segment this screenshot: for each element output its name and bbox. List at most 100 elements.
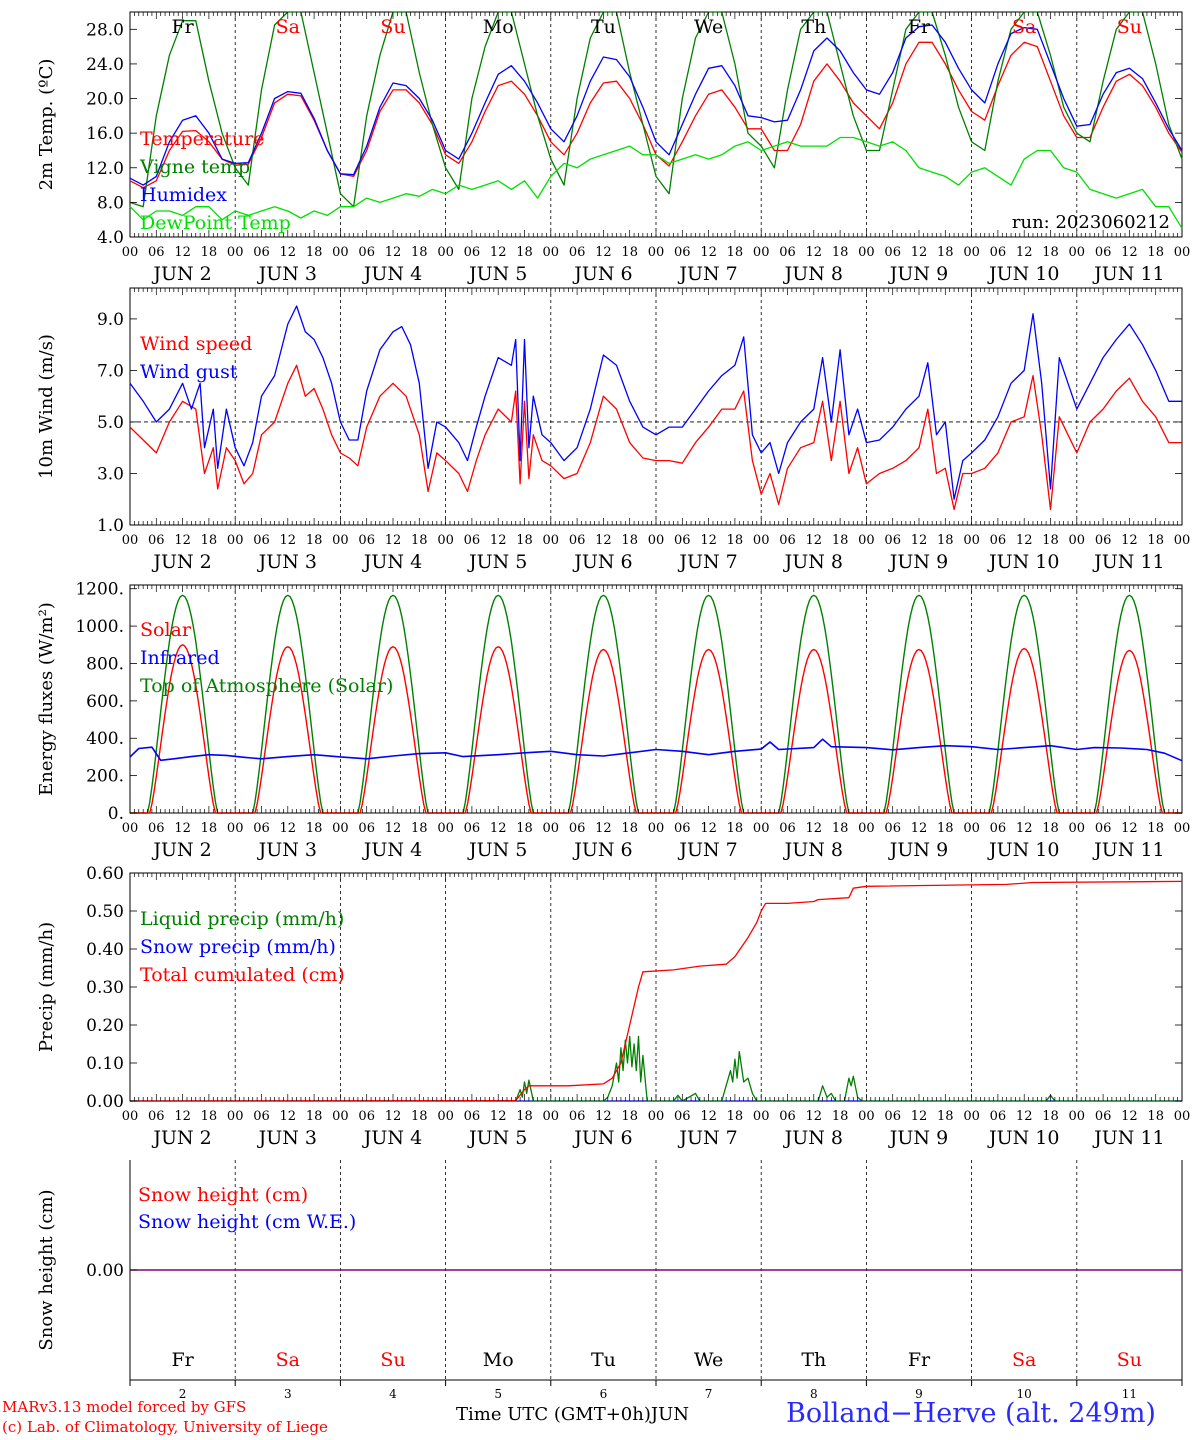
- hour-tick-label: 12: [700, 821, 717, 836]
- hour-tick-label: 06: [674, 821, 691, 836]
- hour-tick-label: 06: [779, 1109, 796, 1124]
- legend-entry: Wind speed: [140, 333, 252, 355]
- series-line-dewpoint-temp: [129, 136, 1183, 229]
- hour-tick-label: 06: [464, 533, 481, 548]
- date-label: JUN 10: [987, 839, 1059, 861]
- y-tick-label: 0.30: [86, 978, 124, 998]
- legend-entry: Infrared: [140, 647, 220, 669]
- y-axis-label: 10m Wind (m/s): [36, 334, 57, 479]
- run-label: run: 2023060212: [1012, 212, 1170, 233]
- hour-tick-label: 00: [543, 533, 560, 548]
- day-name: Tu: [591, 16, 616, 38]
- hour-tick-label: 00: [227, 821, 244, 836]
- hour-tick-label: 06: [884, 245, 901, 260]
- hour-tick-label: 18: [306, 821, 323, 836]
- hour-tick-label: 18: [727, 533, 744, 548]
- hour-tick-label: 06: [358, 533, 375, 548]
- hour-tick-label: 06: [148, 1109, 165, 1124]
- y-tick-label: 3.0: [97, 464, 124, 484]
- legend-entry: Top of Atmosphere (Solar): [140, 675, 393, 697]
- hour-tick-label: 06: [253, 821, 270, 836]
- hour-tick-label: 00: [1174, 821, 1191, 836]
- date-label: JUN 10: [987, 551, 1059, 573]
- legend-entry: Vigne temp: [139, 156, 250, 178]
- y-tick-label: 0.10: [86, 1054, 124, 1074]
- hour-tick-label: 06: [148, 821, 165, 836]
- y-tick-label: 600.: [86, 692, 124, 712]
- hour-tick-label: 00: [122, 1109, 139, 1124]
- hour-tick-label: 06: [1095, 821, 1112, 836]
- y-tick-label: 12.0: [86, 159, 124, 179]
- hour-tick-label: 06: [779, 533, 796, 548]
- hour-tick-label: 12: [806, 1109, 823, 1124]
- y-tick-label: 7.0: [97, 361, 124, 381]
- y-tick-label: 0.20: [86, 1016, 124, 1036]
- date-label: JUN 9: [888, 1127, 948, 1149]
- y-tick-label: 1.0: [97, 516, 124, 536]
- legend-entry: Temperature: [140, 128, 264, 150]
- hour-tick-label: 12: [806, 821, 823, 836]
- y-tick-label: 0.50: [86, 902, 124, 922]
- hour-tick-label: 18: [621, 1109, 638, 1124]
- date-label: JUN 6: [572, 263, 632, 285]
- hour-tick-label: 06: [148, 245, 165, 260]
- hour-tick-label: 06: [779, 245, 796, 260]
- hour-tick-label: 00: [227, 1109, 244, 1124]
- series-line-total-cumulated: [129, 880, 1183, 1102]
- y-axis-label: Precip (mm/h): [36, 922, 57, 1052]
- y-axis-label: 2m Temp. (ºC): [36, 59, 57, 191]
- hour-tick-label: 12: [1121, 533, 1138, 548]
- hour-tick-label: 12: [911, 821, 928, 836]
- legend-entry: Humidex: [140, 184, 227, 206]
- day-number: 3: [284, 1387, 292, 1401]
- hour-tick-label: 12: [490, 821, 507, 836]
- hour-tick-label: 06: [884, 821, 901, 836]
- day-name: Su: [380, 16, 405, 38]
- date-label: JUN 3: [257, 551, 317, 573]
- date-label: JUN 5: [467, 1127, 527, 1149]
- hour-tick-label: 18: [1042, 821, 1059, 836]
- hour-tick-label: 06: [884, 533, 901, 548]
- date-label: JUN 7: [677, 839, 737, 861]
- date-label: JUN 2: [151, 551, 211, 573]
- date-label: JUN 2: [151, 263, 211, 285]
- hour-tick-label: 06: [674, 533, 691, 548]
- day-number: 2: [179, 1387, 187, 1401]
- hour-tick-label: 12: [385, 245, 402, 260]
- hour-tick-label: 18: [937, 533, 954, 548]
- day-name: Mo: [483, 1349, 514, 1371]
- hour-tick-label: 06: [1095, 533, 1112, 548]
- y-axis-label: Energy fluxes (W/m²): [36, 602, 57, 796]
- hour-tick-label: 12: [1016, 245, 1033, 260]
- legend-entry: DewPoint Temp: [140, 212, 291, 234]
- hour-tick-label: 00: [858, 245, 875, 260]
- x-axis-label-text: Time UTC (GMT+0h): [456, 1404, 651, 1425]
- day-name: Fr: [171, 1349, 194, 1371]
- hour-tick-label: 06: [148, 533, 165, 548]
- series-line-liquid-precip: [130, 1035, 1182, 1102]
- date-label: JUN 4: [362, 1127, 422, 1149]
- hour-tick-label: 00: [753, 1109, 770, 1124]
- hour-tick-label: 12: [280, 533, 297, 548]
- y-tick-label: 24.0: [86, 55, 124, 75]
- y-tick-label: 0.00: [86, 1261, 124, 1281]
- hour-tick-label: 00: [858, 533, 875, 548]
- hour-tick-label: 00: [858, 821, 875, 836]
- hour-tick-label: 12: [1016, 1109, 1033, 1124]
- date-label: JUN 7: [677, 263, 737, 285]
- day-name: Sa: [1012, 16, 1036, 38]
- date-label: JUN 2: [151, 839, 211, 861]
- y-tick-label: 0.00: [86, 1092, 124, 1112]
- day-name: We: [694, 16, 723, 38]
- day-number: 4: [389, 1387, 397, 1401]
- hour-tick-label: 12: [595, 245, 612, 260]
- hour-tick-label: 12: [174, 245, 191, 260]
- hour-tick-label: 00: [1069, 245, 1086, 260]
- hour-tick-label: 00: [437, 1109, 454, 1124]
- hour-tick-label: 18: [306, 1109, 323, 1124]
- date-label: JUN 4: [362, 839, 422, 861]
- hour-tick-label: 18: [621, 245, 638, 260]
- hour-tick-label: 00: [648, 245, 665, 260]
- day-name: Su: [380, 1349, 405, 1371]
- hour-tick-label: 00: [332, 1109, 349, 1124]
